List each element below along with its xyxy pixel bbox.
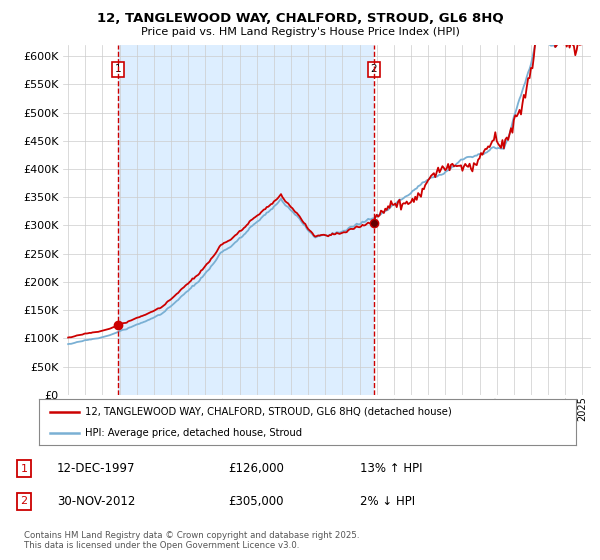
Bar: [118, 45, 374, 395]
Text: 30-NOV-2012: 30-NOV-2012: [57, 494, 136, 508]
Text: 12-DEC-1997: 12-DEC-1997: [57, 462, 136, 475]
Text: Contains HM Land Registry data © Crown copyright and database right 2025.
This d: Contains HM Land Registry data © Crown c…: [24, 531, 359, 550]
Text: £126,000: £126,000: [228, 462, 284, 475]
Text: £305,000: £305,000: [228, 494, 284, 508]
Text: 2: 2: [20, 496, 28, 506]
Text: 1: 1: [20, 464, 28, 474]
Text: 2% ↓ HPI: 2% ↓ HPI: [360, 494, 415, 508]
Text: 2: 2: [371, 64, 377, 74]
Text: 1: 1: [115, 64, 121, 74]
Text: 13% ↑ HPI: 13% ↑ HPI: [360, 462, 422, 475]
Text: 12, TANGLEWOOD WAY, CHALFORD, STROUD, GL6 8HQ (detached house): 12, TANGLEWOOD WAY, CHALFORD, STROUD, GL…: [85, 407, 451, 417]
Text: HPI: Average price, detached house, Stroud: HPI: Average price, detached house, Stro…: [85, 428, 302, 438]
Text: Price paid vs. HM Land Registry's House Price Index (HPI): Price paid vs. HM Land Registry's House …: [140, 27, 460, 37]
Text: 12, TANGLEWOOD WAY, CHALFORD, STROUD, GL6 8HQ: 12, TANGLEWOOD WAY, CHALFORD, STROUD, GL…: [97, 12, 503, 25]
